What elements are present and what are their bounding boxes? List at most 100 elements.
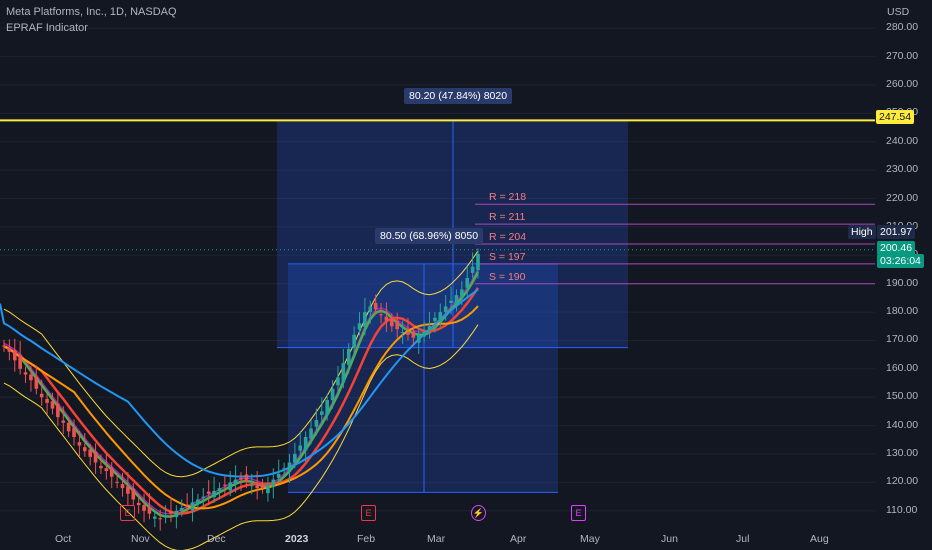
candle-body [309,428,313,439]
time-tick-label: Oct [55,533,72,545]
level-label: R = 211 [489,211,526,224]
indicator-title[interactable]: EPRAF Indicator [6,22,88,34]
candle-body [190,502,195,511]
candle-body [34,376,39,389]
candle-body [319,411,324,415]
price-tick-label: 220.00 [886,191,919,204]
earnings-event-icon[interactable]: E [571,505,586,521]
earnings-event-icon[interactable]: E [120,505,135,521]
candle-body [93,451,98,463]
candle-body [341,363,346,383]
candle-body [201,496,206,498]
candle-body [136,502,141,506]
candle-body [255,485,259,489]
level-label: S = 197 [489,250,526,263]
candle-body [82,447,87,452]
candle-body [449,300,453,303]
band-lower [3,324,479,550]
price-tick-label: 190.00 [886,276,919,289]
price-tick-label: 150.00 [886,390,919,403]
candle-body [217,488,222,491]
candle-body [298,445,303,451]
candle-body [314,419,319,427]
candle-body [336,377,340,386]
candle-body [470,266,475,273]
level-label: S = 190 [489,270,526,283]
candle-body [77,442,82,446]
candle-body [293,454,297,463]
candle-body [223,484,227,486]
candle-body [390,318,394,327]
time-tick-label: Nov [131,533,150,545]
candle-body [147,507,152,514]
symbol-title[interactable]: Meta Platforms, Inc., 1D, NASDAQ [6,6,177,18]
price-tick-label: 160.00 [886,361,919,374]
price-tick-label: 270.00 [886,49,919,62]
price-tick-label: 230.00 [886,163,919,176]
candle-body [126,486,130,494]
candle-body [12,350,17,361]
candle-body [228,482,233,491]
candle-body [368,306,373,313]
candle-body [325,400,329,415]
candle-body [406,331,410,335]
candle-body [163,516,168,518]
level-label: R = 218 [489,191,527,204]
candle-body [438,312,443,322]
candle-body [276,473,281,478]
candle-body [131,488,136,500]
candle-body [39,393,44,398]
level-label: R = 204 [489,230,527,243]
candle-body [72,427,76,437]
candle-body [23,372,28,375]
candle-body [18,355,22,369]
ma-blue [0,288,479,478]
candle-body [61,420,66,423]
candle-body [174,510,179,518]
countdown-tag: 03:26:04 [877,254,924,268]
candle-body [379,314,383,316]
candle-body [400,331,405,333]
price-tick-label: 240.00 [886,134,919,147]
candle-body [395,321,400,330]
candle-body [363,312,367,327]
candle-body [330,388,335,401]
candle-body [179,507,184,511]
candle-body [88,449,92,457]
candle-body [303,436,308,451]
yellow-line-price-tag: 247.54 [876,110,915,124]
price-tick-label: 280.00 [886,21,919,34]
candle-body [7,347,12,352]
candle-body [158,518,163,520]
high-label: High [848,225,876,239]
price-tick-label: 110.00 [886,503,918,516]
candle-body [239,477,243,480]
range-measure-outer[interactable]: 80.20 (47.84%) 8020 [404,88,513,104]
candle-body [465,278,470,288]
earnings-event-icon[interactable]: E [361,505,376,521]
split-event-icon[interactable]: ⚡ [471,505,486,521]
price-tick-label: 260.00 [886,77,919,90]
candle-body [352,334,356,348]
price-tick-label: 130.00 [886,447,919,460]
candle-body [427,326,432,331]
currency-label: USD [887,6,910,18]
candle-body [287,462,292,472]
time-tick-label: Aug [810,533,829,545]
candle-body [2,345,6,347]
time-tick-label: May [580,533,600,545]
candle-body [411,331,416,338]
candle-body [384,316,389,321]
candle-body [373,302,378,310]
candle-body [185,504,189,506]
candle-body [153,516,157,519]
time-tick-label: Mar [427,533,446,545]
candle-body [454,295,459,306]
candle-body [346,348,351,365]
time-tick-label: Apr [510,533,527,545]
band-upper [3,250,479,478]
candle-body [29,374,33,381]
range-measure-inner[interactable]: 80.50 (68.96%) 8050 [375,228,484,244]
